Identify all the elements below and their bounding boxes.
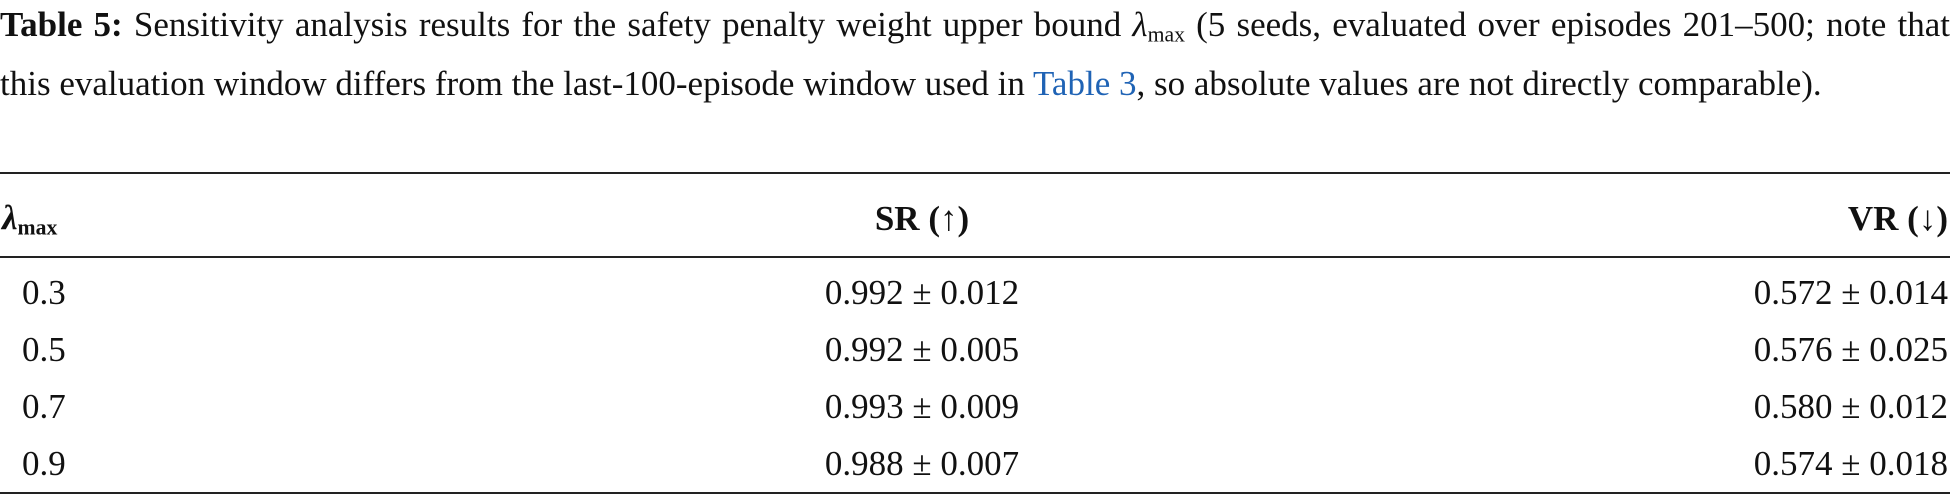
table-cell: 0.5 [22,329,66,369]
caption-label: Table 5: [0,5,123,44]
table-body: 0.3 0.992 ± 0.012 0.572 ± 0.014 0.5 0.992 ± … [0,257,1950,493]
table-cell: 0.992 ± 0.012 [824,272,1020,312]
table-row: 0.5 0.992 ± 0.005 0.576 ± 0.025 [0,321,1950,378]
caption-text: (5 seeds, evaluated over episodes 201–50… [0,5,1951,104]
header-cell: VR (↓) [1847,199,1948,238]
header-row: λmax SR (↑) VR (↓) [0,173,1950,257]
table-cell: 0.3 [22,272,66,312]
symbol: λ [1132,5,1148,44]
table-cell: 0.580 ± 0.012 [1753,386,1948,426]
header-cell: SR (↑) [874,199,970,238]
table-cell: 0.572 ± 0.014 [1753,272,1948,312]
table-row: 0.9 0.988 ± 0.007 0.574 ± 0.018 [0,435,1950,493]
caption-text: , so absolute values are not directly co… [1136,64,1822,104]
table-cell: 0.988 ± 0.007 [824,443,1020,483]
symbol: λ [2,197,18,237]
table-link[interactable]: Table 3 [1033,64,1137,104]
symbol-sub: max [17,215,58,240]
table-cell: 0.7 [22,386,66,426]
caption: Table 5: Sensitivity analysis results fo… [0,0,1950,109]
table-cell: 0.574 ± 0.018 [1753,443,1948,483]
table-row: 0.7 0.993 ± 0.009 0.580 ± 0.012 [0,378,1950,435]
caption-text: Sensitivity analysis results for the saf… [133,5,1122,44]
symbol-sub: max [1147,22,1185,47]
table-cell: 0.992 ± 0.005 [824,329,1020,369]
header-cell: λmax [0,173,522,257]
results-table: λmax SR (↑) VR (↓) 0.3 0.992 ± 0.012 0.572… [0,172,1950,494]
table-cell: 0.576 ± 0.025 [1753,329,1948,369]
table-cell: 0.9 [22,443,66,483]
table-row: 0.3 0.992 ± 0.012 0.572 ± 0.014 [0,257,1950,321]
table-cell: 0.993 ± 0.009 [824,386,1020,426]
